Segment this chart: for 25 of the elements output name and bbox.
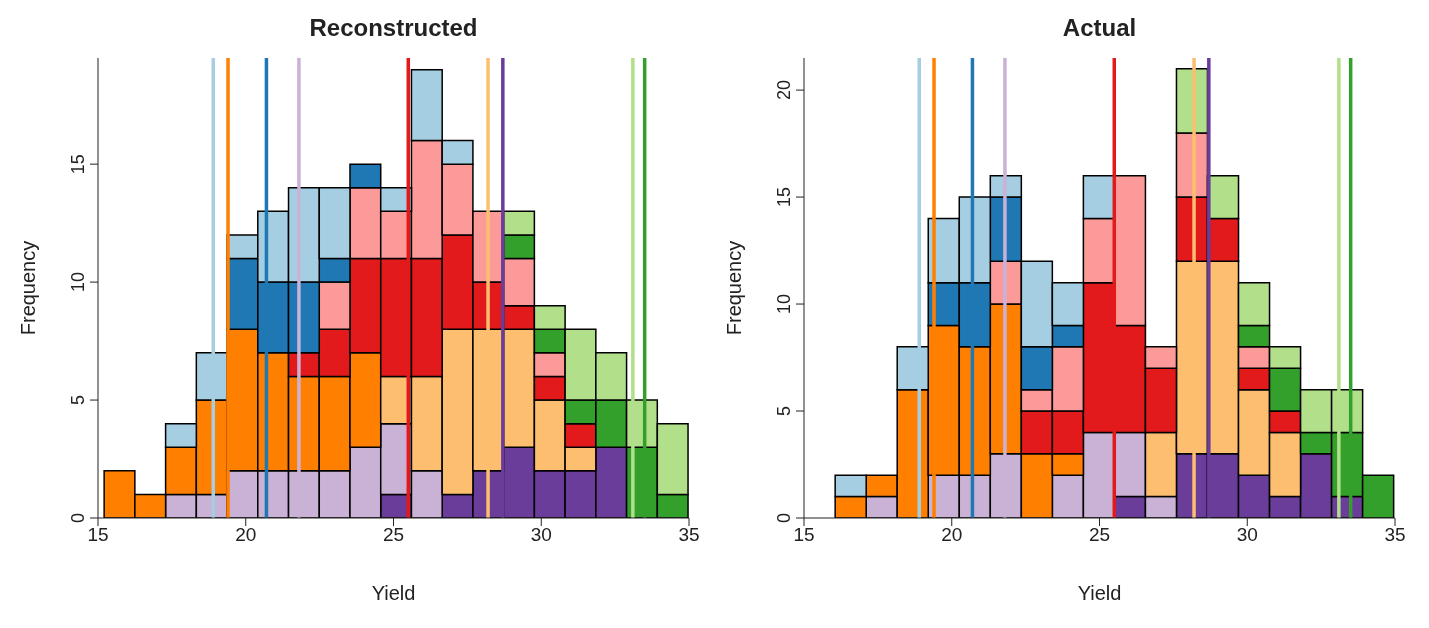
x-tick-label: 30 [530, 524, 552, 546]
x-tick-label: 35 [678, 524, 700, 546]
y-tick-label: 0 [774, 512, 794, 524]
x-tick-label: 35 [1384, 524, 1406, 546]
chart-title: Reconstructed [308, 14, 479, 42]
x-axis-title: Yield [1077, 582, 1122, 604]
y-tick-label: 10 [774, 294, 794, 315]
y-tick-label: 5 [68, 395, 88, 406]
x-tick-label: 20 [941, 524, 963, 546]
y-tick-label: 10 [68, 272, 88, 293]
y-tick-label: 0 [68, 512, 88, 524]
x-tick-label: 20 [235, 524, 257, 546]
chart-title: Actual [1061, 14, 1138, 42]
y-tick-label: 5 [774, 406, 794, 417]
x-tick-label: 25 [382, 524, 405, 546]
x-tick-label: 30 [1236, 524, 1258, 546]
y-tick-label: 15 [68, 154, 88, 175]
x-tick-label: 25 [1088, 524, 1111, 546]
x-axis-title: Yield [371, 582, 416, 604]
y-axis-title: Frequency [17, 240, 40, 336]
y-axis-title: Frequency [723, 240, 746, 336]
x-tick-label: 15 [87, 524, 109, 546]
y-tick-label: 15 [774, 187, 794, 208]
y-tick-label: 20 [774, 80, 794, 101]
x-tick-label: 15 [793, 524, 815, 546]
